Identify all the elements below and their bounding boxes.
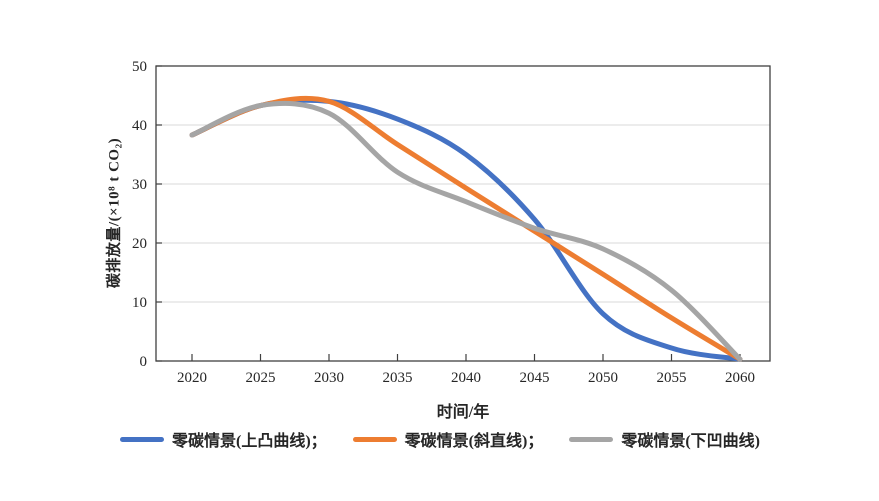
svg-text:2025: 2025 [246, 370, 276, 386]
legend-item-concave: 零碳情景(下凹曲线) [569, 427, 760, 451]
svg-text:0: 0 [140, 354, 148, 370]
svg-text:20: 20 [132, 236, 147, 252]
chart-legend: 零碳情景(上凸曲线)； 零碳情景(斜直线)； 零碳情景(下凹曲线) [77, 427, 803, 451]
legend-line-swatch-gray [569, 436, 614, 442]
legend-item-convex: 零碳情景(上凸曲线)； [119, 427, 327, 451]
svg-text:40: 40 [132, 118, 147, 134]
svg-text:2030: 2030 [314, 370, 344, 386]
svg-text:2055: 2055 [657, 370, 687, 386]
x-axis-title: 时间/年 [436, 404, 490, 421]
legend-line-swatch-orange [352, 436, 397, 442]
svg-text:2050: 2050 [588, 370, 618, 386]
legend-label: 零碳情景(斜直线)； [404, 433, 544, 450]
svg-text:30: 30 [132, 177, 147, 193]
y-axis-title: 碳排放量/(×10⁸ t CO₂) [106, 137, 123, 289]
svg-text:2020: 2020 [177, 370, 207, 386]
legend-line-swatch-blue [119, 436, 164, 442]
svg-text:2060: 2060 [725, 370, 755, 386]
legend-item-linear: 零碳情景(斜直线)； [352, 427, 544, 451]
svg-text:2035: 2035 [383, 370, 413, 386]
legend-label: 零碳情景(下凹曲线) [621, 433, 760, 450]
svg-text:2045: 2045 [520, 370, 550, 386]
legend-label: 零碳情景(上凸曲线)； [171, 433, 327, 450]
svg-text:10: 10 [132, 295, 147, 311]
svg-text:50: 50 [132, 59, 147, 75]
svg-text:2040: 2040 [451, 370, 481, 386]
